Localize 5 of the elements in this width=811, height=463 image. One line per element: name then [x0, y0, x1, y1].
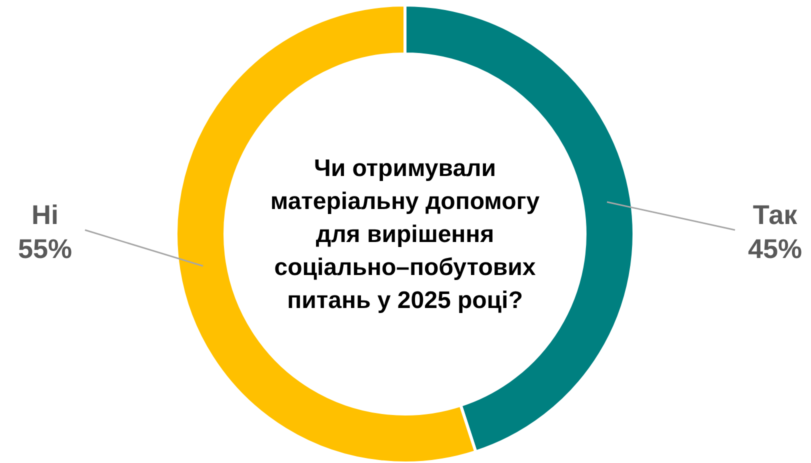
data-label: 45% [748, 234, 802, 264]
text: Чи отримували матеріальну допомогу для вирішення соціально–побутових питань у 2025 році? [270, 155, 540, 314]
slice-label: Ні [32, 200, 58, 230]
data-label: 55% [18, 234, 72, 264]
slice-label: Так [752, 200, 798, 230]
